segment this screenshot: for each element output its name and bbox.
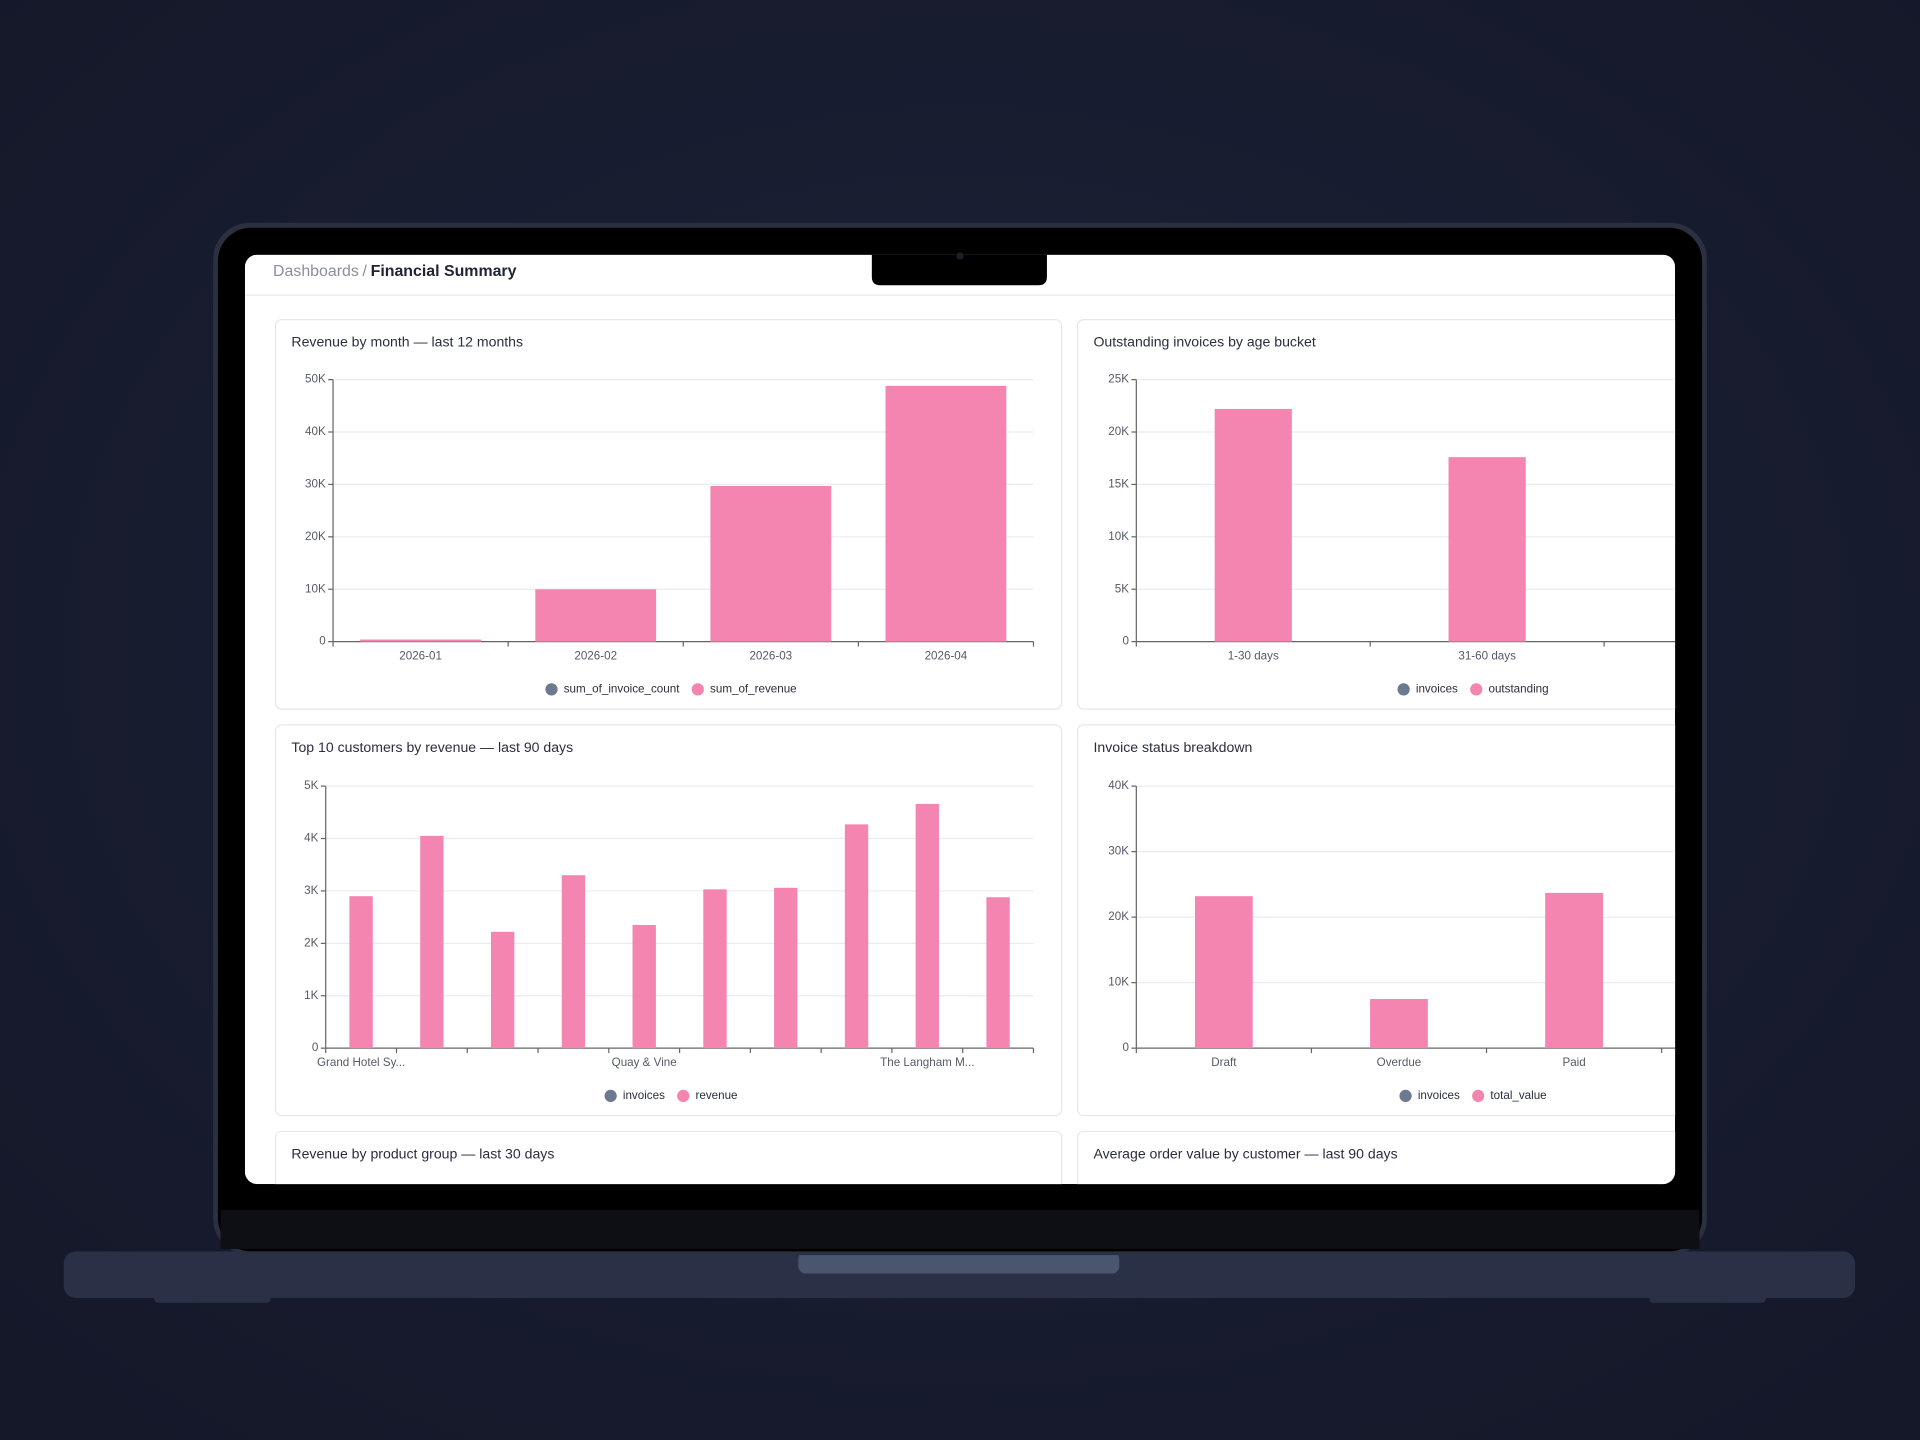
bar bbox=[1545, 892, 1603, 1049]
x-tick-label: 2026-04 bbox=[925, 649, 968, 662]
bar bbox=[915, 803, 939, 1049]
legend-label: outstanding bbox=[1488, 682, 1548, 695]
bar bbox=[703, 889, 727, 1049]
breadcrumb: Dashboards / Financial Summary bbox=[273, 263, 517, 280]
bar bbox=[1448, 457, 1526, 642]
foot bbox=[154, 1295, 271, 1303]
legend-label: sum_of_revenue bbox=[710, 682, 797, 695]
legend-label: invoices bbox=[1416, 682, 1458, 695]
legend-swatch bbox=[1399, 1089, 1412, 1103]
legend-swatch bbox=[677, 1089, 690, 1103]
y-tick-label: 20K bbox=[1108, 425, 1129, 438]
y-tick-label: 5K bbox=[1115, 582, 1129, 595]
panel-title: Outstanding invoices by age bucket bbox=[1093, 334, 1315, 350]
y-tick-label: 20K bbox=[1108, 910, 1129, 923]
legend-label: invoices bbox=[1418, 1089, 1460, 1102]
y-tick-label: 40K bbox=[305, 425, 326, 438]
bar bbox=[360, 639, 482, 642]
x-tick-label: 1-30 days bbox=[1228, 649, 1279, 662]
bar bbox=[1370, 999, 1428, 1049]
x-tick-label: Quay & Vine bbox=[612, 1056, 677, 1069]
bar bbox=[885, 385, 1007, 642]
y-tick-label: 25K bbox=[1108, 373, 1129, 386]
x-tick-label: Grand Hotel Sy... bbox=[317, 1056, 405, 1069]
y-tick-label: 10K bbox=[305, 582, 326, 595]
y-tick-label: 5K bbox=[304, 779, 318, 792]
y-tick-label: 40K bbox=[1108, 779, 1129, 792]
bar bbox=[535, 589, 657, 642]
x-tick-label: 31-60 days bbox=[1458, 649, 1516, 662]
panel bbox=[1076, 1130, 1676, 1185]
hinge bbox=[798, 1251, 1120, 1274]
panel bbox=[1076, 318, 1676, 710]
legend: invoices revenue bbox=[604, 1089, 738, 1103]
foot bbox=[1649, 1295, 1766, 1303]
y-tick-label: 0 bbox=[319, 635, 326, 648]
legend-swatch bbox=[1397, 683, 1410, 696]
panel-title: Invoice status breakdown bbox=[1093, 739, 1252, 755]
breadcrumb-parent[interactable]: Dashboards bbox=[273, 263, 359, 280]
bar bbox=[1214, 408, 1292, 642]
y-tick-label: 15K bbox=[1108, 477, 1129, 490]
y-tick-label: 4K bbox=[304, 832, 318, 845]
bar bbox=[349, 896, 373, 1049]
y-tick-label: 10K bbox=[1108, 530, 1129, 543]
breadcrumb-current: Financial Summary bbox=[371, 263, 517, 280]
bezel-bottom bbox=[220, 1209, 1700, 1249]
legend: sum_of_invoice_count sum_of_revenue bbox=[545, 682, 797, 696]
bar bbox=[986, 897, 1010, 1049]
panel-title: Top 10 customers by revenue — last 90 da… bbox=[291, 739, 573, 755]
panel-title: Revenue by product group — last 30 days bbox=[291, 1145, 554, 1161]
y-tick-label: 30K bbox=[1108, 845, 1129, 858]
y-tick-label: 0 bbox=[312, 1041, 319, 1054]
legend: invoices total_value bbox=[1399, 1089, 1547, 1103]
y-tick-label: 50K bbox=[305, 373, 326, 386]
screen: Dashboards / Financial Summary Revenue by … bbox=[244, 254, 1676, 1185]
bar bbox=[774, 887, 798, 1049]
bar bbox=[844, 824, 869, 1049]
x-tick-label: 2026-03 bbox=[749, 649, 792, 662]
notch bbox=[871, 254, 1047, 286]
bar bbox=[561, 875, 586, 1049]
breadcrumb-separator: / bbox=[363, 263, 368, 280]
legend-swatch bbox=[1470, 683, 1483, 696]
legend-label: total_value bbox=[1490, 1089, 1546, 1102]
legend-label: revenue bbox=[696, 1089, 738, 1102]
y-tick-label: 0 bbox=[1123, 1041, 1130, 1054]
y-tick-label: 10K bbox=[1108, 976, 1129, 989]
bar bbox=[632, 925, 656, 1049]
camera bbox=[956, 252, 964, 260]
y-tick-label: 2K bbox=[304, 936, 318, 949]
panel-title: Average order value by customer — last 9… bbox=[1093, 1145, 1397, 1161]
panel bbox=[274, 318, 1063, 710]
bar bbox=[1194, 896, 1253, 1049]
x-tick-label: Paid bbox=[1562, 1056, 1585, 1069]
bar bbox=[490, 931, 515, 1049]
bar bbox=[710, 485, 832, 642]
x-tick-label: The Langham M... bbox=[880, 1056, 974, 1069]
y-tick-label: 3K bbox=[304, 884, 318, 897]
y-tick-label: 20K bbox=[305, 530, 326, 543]
legend: invoices outstanding bbox=[1397, 682, 1549, 696]
legend-swatch bbox=[545, 683, 558, 696]
y-tick-label: 0 bbox=[1123, 635, 1130, 648]
x-tick-label: 2026-01 bbox=[399, 649, 442, 662]
legend-label: invoices bbox=[623, 1089, 665, 1102]
panel bbox=[274, 1130, 1063, 1185]
legend-swatch bbox=[1472, 1089, 1485, 1103]
bar bbox=[420, 835, 444, 1049]
legend-swatch bbox=[604, 1089, 617, 1103]
x-tick-label: Draft bbox=[1211, 1056, 1237, 1069]
x-tick-label: 2026-02 bbox=[574, 649, 617, 662]
legend-label: sum_of_invoice_count bbox=[564, 682, 680, 695]
legend-swatch bbox=[691, 683, 704, 696]
y-tick-label: 30K bbox=[305, 477, 326, 490]
x-tick-label: Overdue bbox=[1377, 1056, 1422, 1069]
panel-title: Revenue by month — last 12 months bbox=[291, 334, 523, 350]
laptop-base bbox=[63, 1251, 1856, 1298]
y-tick-label: 1K bbox=[304, 989, 318, 1002]
